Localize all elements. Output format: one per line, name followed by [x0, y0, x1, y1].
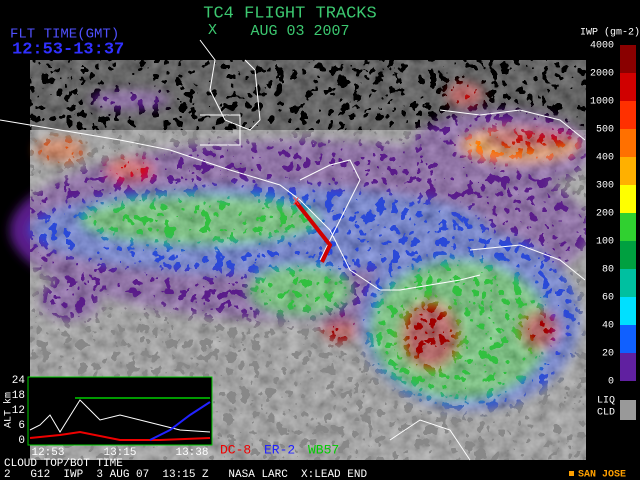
scale-label: 500 [596, 125, 614, 136]
scale-label: 20 [602, 349, 614, 360]
title: TC4 FLIGHT TRACKS [203, 4, 376, 23]
cloud-top-line [29, 399, 211, 433]
scale-label: 200 [596, 209, 614, 220]
flight-time: 12:53-13:37 [12, 40, 124, 59]
inset-y-tick: 6 [18, 420, 25, 432]
cloud-label: CLD [597, 408, 615, 419]
scale-title: IWP (gm-2) [580, 27, 640, 39]
scale-label: 100 [596, 237, 614, 248]
legend-entry: WB57 [308, 442, 339, 457]
inset-x-tick: 12:53 [31, 447, 64, 459]
inset-y-title: ALT km [3, 392, 15, 428]
altitude-inset: ALT km [3, 376, 213, 446]
scale-label: 40 [602, 321, 614, 332]
date-marker: X [208, 22, 217, 39]
liquid-label: LIQ [597, 396, 615, 407]
scale-label: 1000 [590, 97, 614, 108]
flight-track [294, 200, 333, 263]
date: AUG 03 2007 [250, 23, 349, 40]
scale-label: 400 [596, 153, 614, 164]
dc8-line [29, 430, 211, 441]
footer-bar [0, 467, 640, 480]
station-label: SAN JOSE [578, 470, 626, 480]
inset-x-tick: 13:15 [103, 447, 136, 459]
flight-time-label: FLT TIME(GMT) [10, 27, 119, 43]
legend-entry: DC-8 [220, 442, 251, 457]
satellite-image [10, 60, 590, 460]
coastlines [0, 39, 586, 461]
inset-caption: CLOUD TOP/BOT TIME [4, 458, 123, 470]
inset-y-tick: 24 [12, 375, 26, 387]
footer-info: 2 G12 IWP 3 AUG 07 13:15 Z NASA LARC X:L… [4, 469, 367, 480]
cloud-swatch [620, 400, 636, 420]
scale-label: 0 [608, 377, 614, 388]
inset-y-tick: 12 [12, 405, 25, 417]
scale-label: 60 [602, 293, 614, 304]
er2-line [149, 401, 211, 441]
inset-frame [27, 376, 213, 446]
scale-label: 300 [596, 181, 614, 192]
inset-y-tick: 0 [18, 435, 25, 447]
scale-label: 80 [602, 265, 614, 276]
lead-marker: X [293, 197, 300, 209]
inset-x-tick: 13:38 [175, 447, 208, 459]
color-scale [620, 45, 636, 381]
scale-label: 4000 [590, 41, 614, 52]
scale-label: 2000 [590, 69, 614, 80]
legend-entry: ER-2 [264, 442, 295, 457]
station-marker [569, 471, 574, 476]
inset-y-tick: 18 [12, 390, 25, 402]
